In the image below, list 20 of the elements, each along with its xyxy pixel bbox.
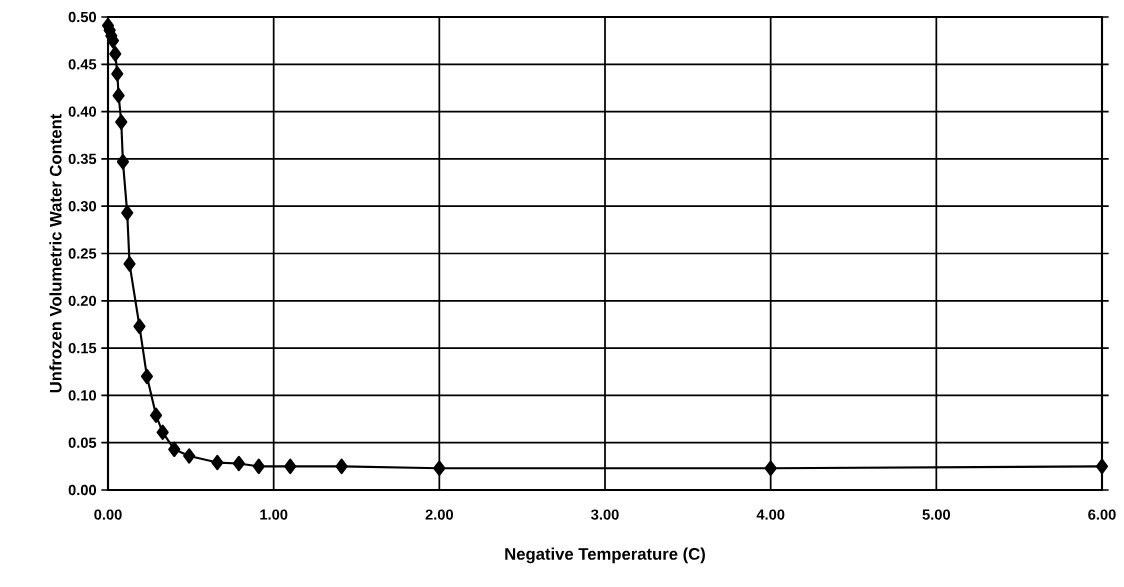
y-tick-label: 0.15 bbox=[68, 342, 97, 354]
x-tick-label: 6.00 bbox=[1088, 509, 1116, 520]
x-tick-label: 5.00 bbox=[922, 509, 950, 520]
y-tick-label: 0.05 bbox=[68, 437, 97, 448]
x-tick-label: 0.00 bbox=[94, 509, 122, 520]
y-tick-label: 0.35 bbox=[68, 153, 97, 165]
y-axis-title: Unfrozen Volumetric Water Content bbox=[49, 113, 62, 393]
y-tick-label: 0.50 bbox=[68, 11, 97, 23]
x-tick-label: 1.00 bbox=[260, 509, 288, 520]
y-tick-label: 0.10 bbox=[68, 390, 97, 401]
x-tick-label: 3.00 bbox=[591, 509, 619, 520]
y-tick-label: 0.45 bbox=[68, 59, 97, 70]
x-tick-label: 4.00 bbox=[756, 509, 785, 520]
y-tick-label: 0.00 bbox=[68, 484, 97, 496]
y-tick-label: 0.40 bbox=[68, 106, 97, 117]
y-tick-label: 0.30 bbox=[68, 201, 97, 212]
x-axis-title: Negative Temperature (C) bbox=[505, 547, 705, 564]
y-tick-label: 0.20 bbox=[68, 295, 97, 306]
x-tick-label: 2.00 bbox=[425, 509, 453, 520]
y-tick-label: 0.25 bbox=[68, 248, 97, 259]
